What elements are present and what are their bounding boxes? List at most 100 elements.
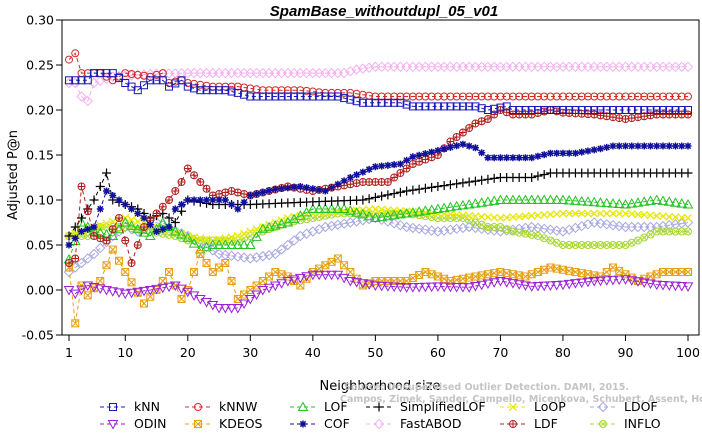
- data-point-knnw: [633, 92, 642, 101]
- data-point-knnw: [133, 70, 142, 79]
- data-point-knn: [452, 102, 461, 111]
- data-point-cof: [371, 163, 379, 171]
- x-tick-label: 80: [555, 345, 571, 360]
- data-point-odin: [601, 276, 613, 286]
- data-point-lof: [126, 220, 137, 230]
- data-point-simplifiedlof: [533, 171, 543, 181]
- data-point-cof: [590, 146, 598, 154]
- data-point-ldof: [601, 219, 612, 230]
- x-tick-label: 10: [117, 345, 133, 360]
- data-point-inflo: [583, 241, 592, 249]
- data-point-simplifiedlof: [95, 182, 105, 191]
- data-point-knnw: [596, 92, 605, 101]
- y-tick-label: 0.05: [26, 238, 54, 253]
- x-axis-label: Neighborhood size: [320, 379, 441, 394]
- data-point-knnw: [71, 49, 80, 58]
- data-point-ldof: [595, 218, 606, 229]
- data-point-knn: [671, 106, 680, 114]
- data-point-lof: [488, 195, 500, 205]
- data-point-kdeos: [115, 256, 124, 265]
- data-point-ldf: [133, 241, 142, 249]
- data-point-lof: [188, 238, 200, 248]
- watermark-line-1: Source: Unsupervised Outlier Detection. …: [344, 382, 629, 393]
- data-point-knn: [308, 92, 317, 101]
- data-point-odin: [138, 286, 150, 297]
- data-point-kdeos: [190, 268, 199, 276]
- data-point-knn: [346, 95, 355, 104]
- data-point-kdeos: [333, 254, 342, 263]
- legend-label: kNN: [134, 399, 160, 414]
- data-point-lof: [451, 200, 463, 211]
- data-point-odin: [495, 277, 506, 287]
- data-point-inflo: [652, 227, 661, 236]
- data-point-odin: [213, 304, 225, 314]
- data-point-inflo: [658, 227, 667, 236]
- data-point-simplifiedlof: [470, 176, 480, 186]
- data-point-knn: [433, 102, 442, 111]
- data-point-kdeos: [71, 319, 80, 328]
- data-point-ldof: [545, 224, 556, 235]
- data-point-cof: [278, 185, 286, 193]
- x-tick-label: 30: [242, 345, 258, 360]
- data-point-cof: [546, 149, 554, 157]
- data-point-knn: [383, 98, 392, 107]
- data-point-odin: [463, 283, 475, 293]
- data-point-loop: [365, 205, 374, 214]
- y-tick-label: -0.05: [22, 328, 54, 343]
- data-point-knn: [352, 97, 361, 106]
- data-point-simplifiedlof: [445, 180, 455, 190]
- data-point-loop: [458, 211, 467, 220]
- data-point-ldof: [551, 225, 562, 236]
- data-point-knnw: [440, 92, 449, 101]
- data-point-knnw: [190, 79, 199, 88]
- data-point-odin: [319, 270, 331, 281]
- data-point-simplifiedlof: [420, 183, 430, 193]
- data-point-ldf: [390, 173, 399, 182]
- data-point-odin: [294, 273, 306, 284]
- data-point-ldf: [140, 223, 149, 231]
- data-point-knn: [202, 86, 211, 95]
- data-point-odin: [651, 280, 663, 291]
- legend-item-knn: kNN: [100, 399, 160, 414]
- y-tick-label: 0.15: [26, 148, 54, 163]
- data-point-odin: [244, 295, 256, 305]
- data-point-knnw: [302, 86, 311, 95]
- data-point-knn: [315, 92, 324, 101]
- data-point-odin: [363, 280, 375, 290]
- data-point-knn: [377, 98, 386, 107]
- data-point-lof: [269, 220, 281, 230]
- data-point-knnw: [277, 86, 286, 95]
- data-point-inflo: [646, 230, 655, 239]
- data-point-knnw: [290, 86, 299, 95]
- data-point-knn: [396, 98, 405, 107]
- data-point-cof: [490, 154, 498, 162]
- data-point-cof: [190, 196, 198, 204]
- data-point-odin: [563, 279, 575, 290]
- data-point-ldf: [115, 214, 124, 222]
- data-point-odin: [526, 282, 538, 292]
- data-point-knn: [90, 69, 99, 78]
- data-point-knnw: [465, 92, 474, 101]
- data-point-lof: [432, 203, 444, 213]
- data-point-knn: [358, 98, 367, 107]
- data-point-knn: [215, 86, 224, 95]
- data-point-cof: [284, 184, 292, 192]
- data-point-inflo: [521, 229, 530, 238]
- data-point-ldf: [483, 115, 492, 123]
- data-point-knnw: [396, 92, 405, 101]
- data-point-ldof: [326, 220, 337, 232]
- data-point-lof: [682, 198, 694, 209]
- data-point-cof: [378, 162, 386, 170]
- data-point-lof: [663, 196, 675, 206]
- data-point-knn: [271, 92, 280, 101]
- x-axis: 1 10 20 30 40 50 60 70 80 90 100: [65, 335, 700, 360]
- data-point-lof: [551, 194, 563, 204]
- data-point-knnw: [521, 92, 530, 101]
- data-point-knn: [527, 106, 536, 114]
- data-point-lof: [638, 196, 650, 206]
- data-point-odin: [151, 284, 162, 295]
- data-point-lof: [495, 194, 506, 204]
- data-point-odin: [620, 275, 631, 285]
- data-point-odin: [207, 301, 219, 311]
- data-point-lof: [407, 207, 419, 217]
